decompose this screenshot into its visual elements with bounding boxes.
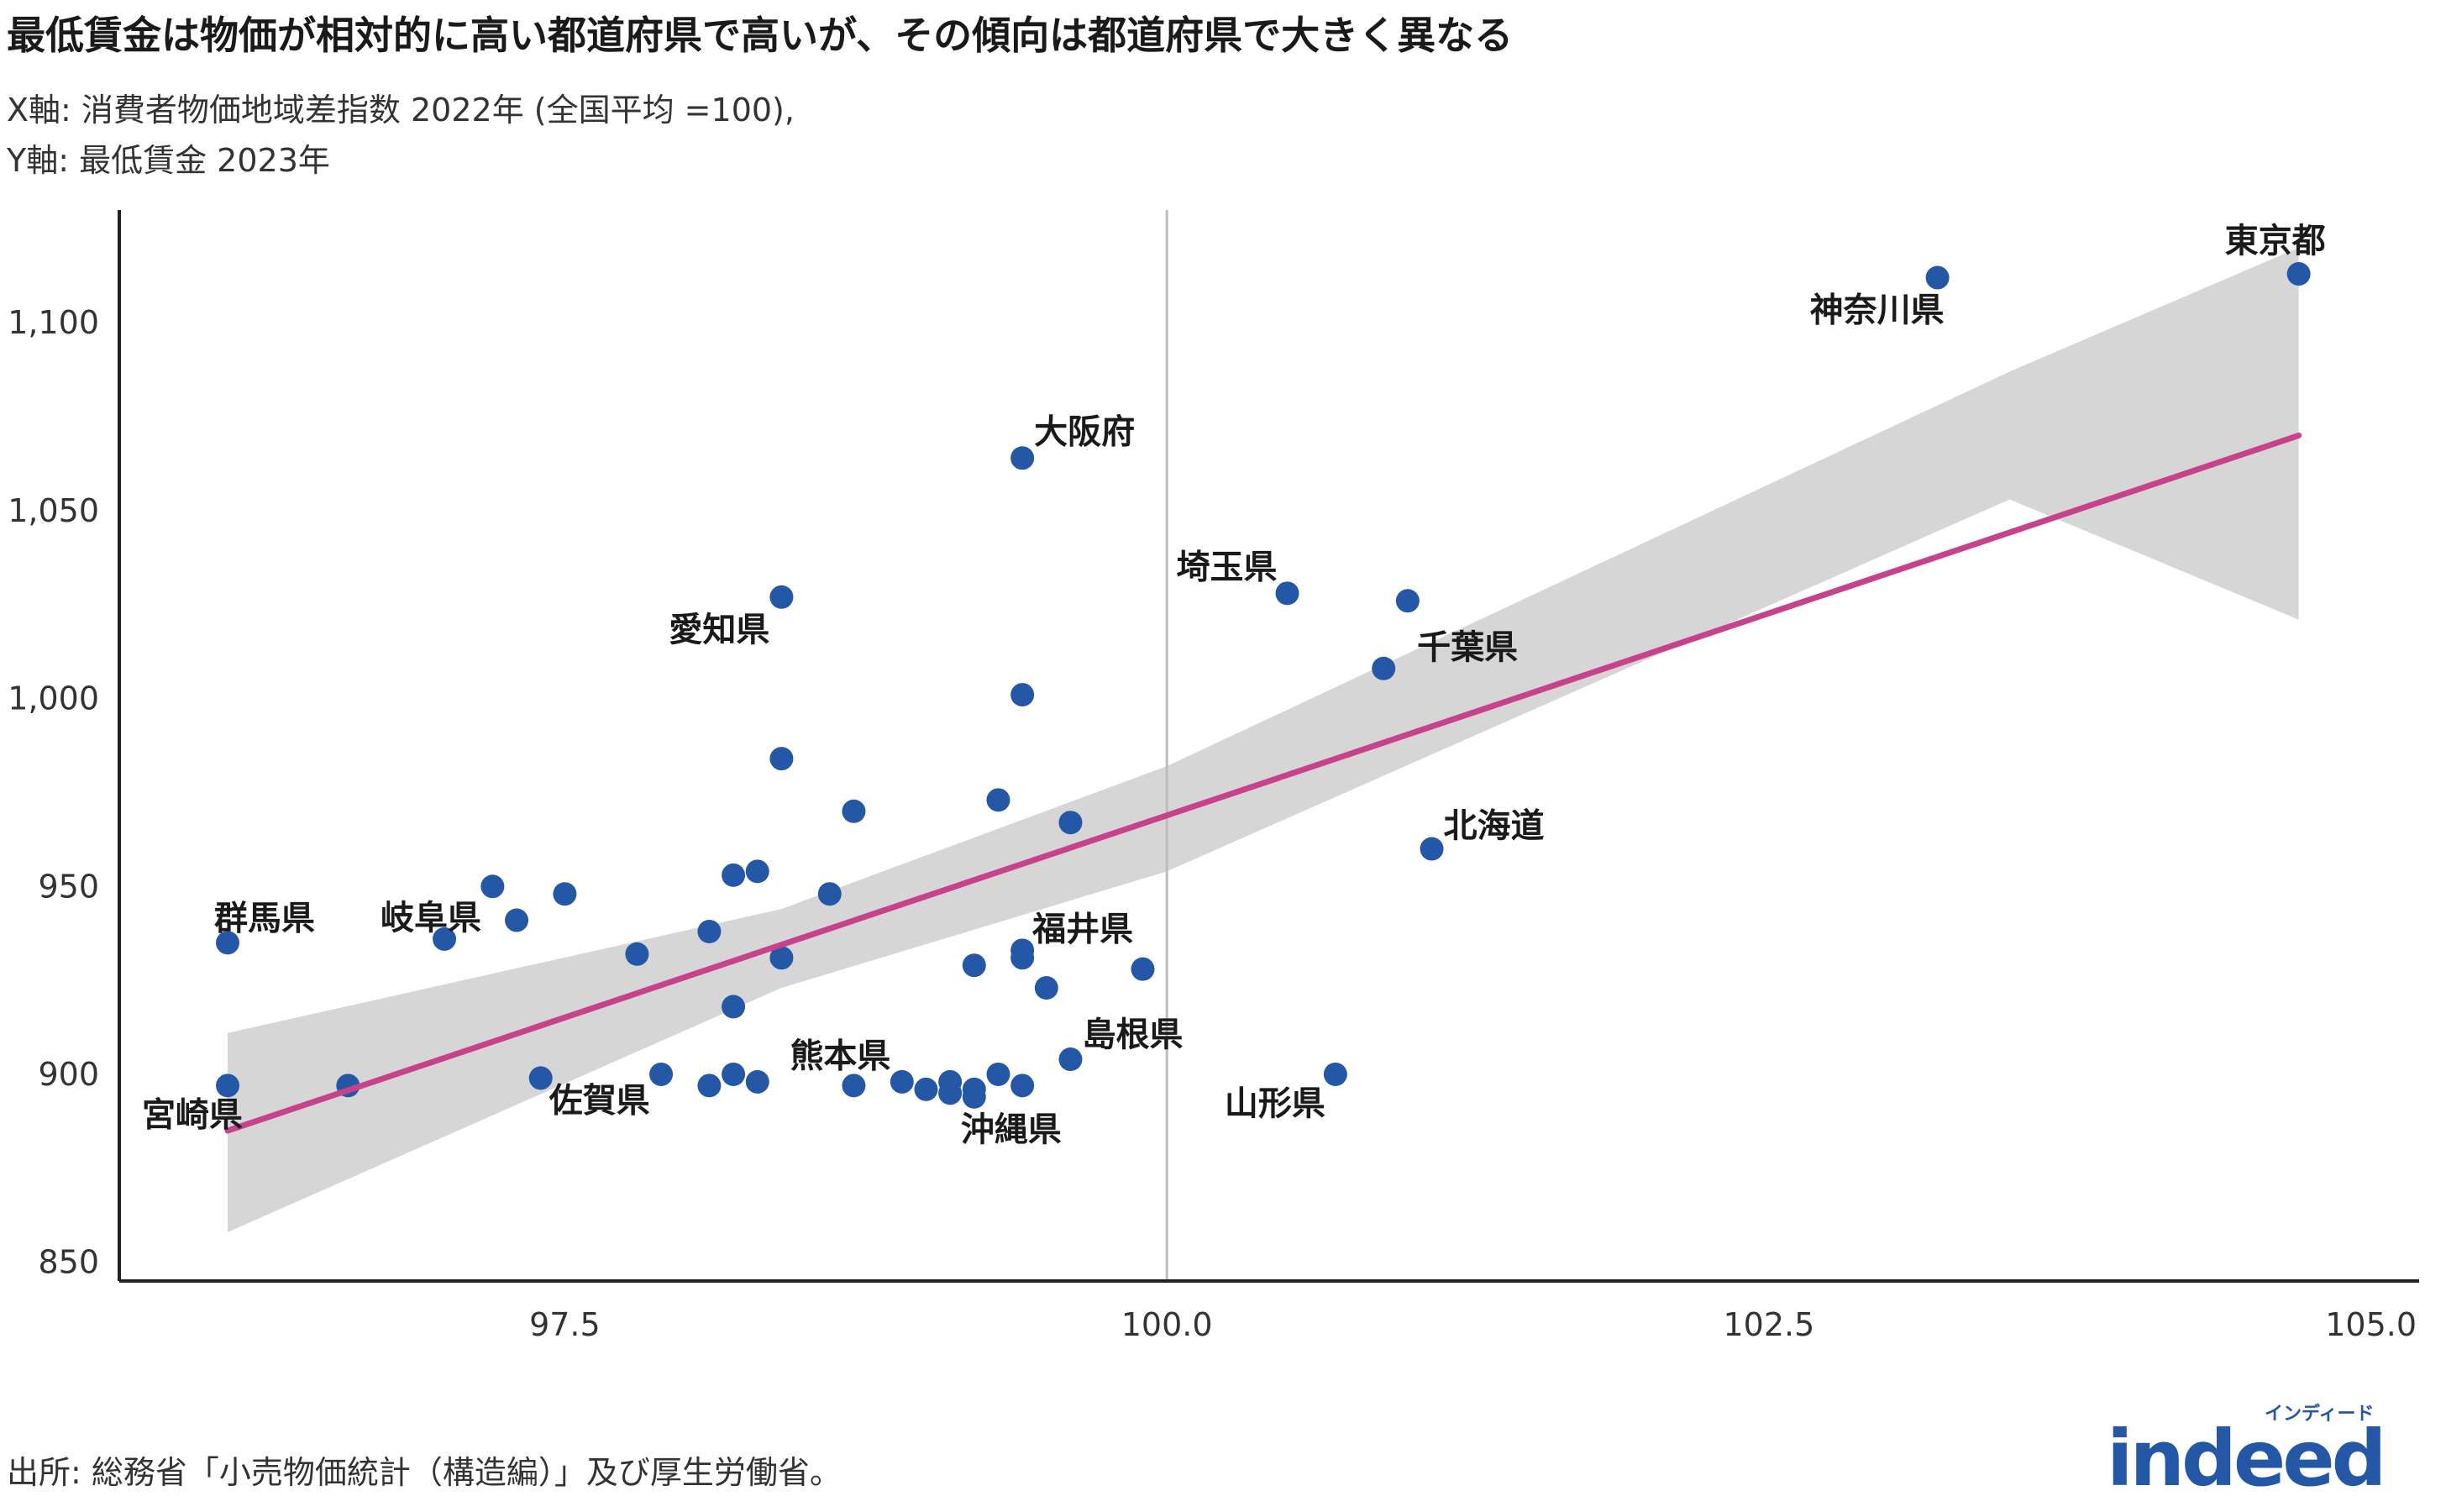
point-label: 島根県 <box>1082 1016 1183 1054</box>
x-tick-label: 97.5 <box>529 1306 601 1343</box>
data-point <box>986 788 1010 812</box>
data-point <box>986 1062 1010 1086</box>
data-point <box>697 919 722 943</box>
data-point <box>1058 1047 1083 1072</box>
data-point <box>1058 811 1083 835</box>
data-point <box>1420 837 1444 861</box>
x-tick-label: 105.0 <box>2325 1306 2417 1343</box>
point-label: 山形県 <box>1225 1084 1325 1123</box>
data-point <box>722 863 746 887</box>
confidence-band <box>228 247 2299 1232</box>
point-label: 福井県 <box>1031 910 1133 948</box>
x-tick-label: 102.5 <box>1724 1306 1815 1343</box>
data-point <box>962 953 986 978</box>
data-point <box>817 882 842 906</box>
point-label: 北海道 <box>1444 807 1545 846</box>
x-axis-description: X軸: 消費者物価地域差指数 2022年 (全国平均 =100), <box>7 92 795 129</box>
data-point <box>769 747 794 771</box>
point-label: 沖縄県 <box>961 1110 1062 1149</box>
data-point <box>433 927 457 951</box>
y-axis-description: Y軸: 最低賃金 2023年 <box>7 142 330 179</box>
y-tick-label: 900 <box>38 1056 99 1093</box>
point-label: 神奈川県 <box>1810 291 1945 330</box>
scatter-plot: 850 900 950 1,000 1,050 1,100 97.5 100.0 102.5 10… <box>8 210 2419 1343</box>
point-label: 千葉県 <box>1417 628 1518 667</box>
data-point <box>842 1074 866 1098</box>
data-point <box>1010 1074 1035 1098</box>
data-point <box>745 1069 769 1094</box>
source-note: 出所: 総務省「小売物価統計（構造編）」及び厚生労働省。 <box>7 1454 842 1491</box>
data-point <box>1925 265 1950 290</box>
trend-line <box>224 432 2302 1134</box>
y-tick-label: 1,000 <box>8 680 99 717</box>
data-point <box>1323 1062 1347 1086</box>
data-point <box>1372 656 1396 680</box>
y-tick-label: 1,100 <box>8 304 99 341</box>
y-tick-label: 950 <box>38 868 99 905</box>
data-point <box>1010 683 1035 707</box>
data-point <box>697 1074 722 1098</box>
data-point <box>745 859 769 884</box>
point-label: 熊本県 <box>790 1037 890 1075</box>
data-point <box>2286 262 2311 286</box>
point-label: 東京都 <box>2225 222 2326 260</box>
data-point <box>216 931 240 955</box>
data-point <box>914 1077 938 1101</box>
data-point <box>842 799 866 823</box>
data-point <box>769 946 794 970</box>
data-point <box>769 585 794 609</box>
data-point <box>962 1084 986 1109</box>
data-point <box>1275 581 1299 606</box>
point-label: 岐阜県 <box>381 899 481 937</box>
data-point <box>938 1081 963 1105</box>
chart-title: 最低賃金は物価が相対的に高い都道府県で高いが、その傾向は都道府県で大きく異なる <box>7 13 1514 58</box>
indeed-logo: インディード indeed <box>2107 1403 2387 1495</box>
y-tick-label: 1,050 <box>8 492 99 529</box>
data-point <box>649 1062 674 1086</box>
point-label: 宮崎県 <box>142 1095 243 1134</box>
data-point <box>890 1069 914 1094</box>
data-point <box>1034 976 1058 1000</box>
data-point <box>625 942 649 966</box>
data-point <box>553 882 577 906</box>
point-label: 大阪府 <box>1034 412 1135 451</box>
point-label: 佐賀県 <box>549 1081 650 1120</box>
data-point <box>722 995 746 1019</box>
point-label: 埼玉県 <box>1177 548 1278 586</box>
data-point <box>1010 446 1035 470</box>
data-point <box>216 1074 240 1098</box>
data-point <box>1395 589 1420 613</box>
point-label: 愛知県 <box>669 611 769 649</box>
data-point <box>722 1062 746 1086</box>
logo-kana: インディード <box>2265 1403 2374 1425</box>
data-point <box>480 874 505 899</box>
data-point <box>528 1066 553 1090</box>
x-tick-label: 100.0 <box>1121 1306 1213 1343</box>
logo-wordmark: indeed <box>2107 1414 2384 1495</box>
y-tick-label: 850 <box>38 1244 99 1281</box>
data-point <box>505 908 529 932</box>
point-label: 群馬県 <box>214 899 315 937</box>
data-point <box>1131 957 1155 981</box>
data-point <box>1010 946 1035 970</box>
